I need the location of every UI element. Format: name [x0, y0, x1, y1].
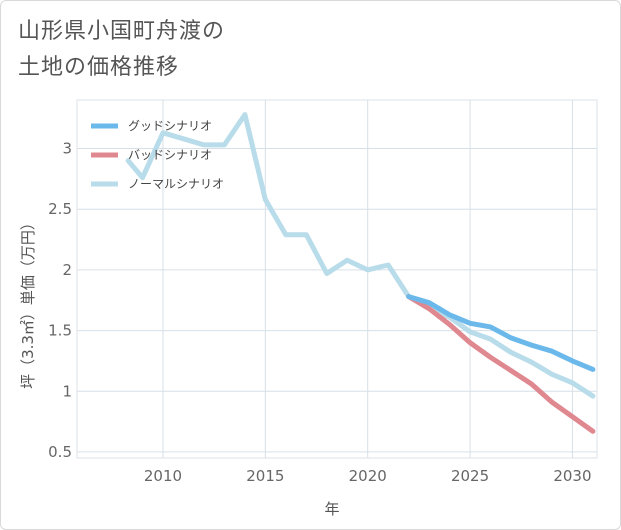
- x-tick-label: 2030: [553, 467, 591, 485]
- y-tick-label: 1: [62, 382, 72, 400]
- x-tick-label: 2010: [144, 467, 182, 485]
- series-line-1: [406, 294, 596, 372]
- y-tick-label: 2.5: [48, 200, 72, 218]
- series-line-2: [406, 294, 596, 434]
- grid: [76, 99, 598, 459]
- plot-area: [76, 99, 598, 459]
- x-axis-label: 年: [324, 500, 339, 518]
- legend-label: グッドシナリオ: [128, 119, 212, 133]
- chart-title-line-2: 土地の価格推移: [18, 55, 180, 80]
- y-tick-label: 3: [62, 140, 72, 158]
- x-tick-label: 2020: [349, 467, 387, 485]
- y-tick-label: 0.5: [48, 443, 72, 461]
- y-axis-label: 坪（3.3㎡）単価（万円）: [19, 215, 37, 389]
- chart-title: 山形県小国町舟渡の 土地の価格推移: [18, 14, 438, 86]
- x-tick-label: 2025: [451, 467, 489, 485]
- legend-label: ノーマルシナリオ: [128, 177, 224, 191]
- series-lines: [125, 112, 596, 434]
- y-tick-labels: 0.5 1 1.5 2 2.5 3: [48, 140, 72, 461]
- y-tick-label: 1.5: [48, 322, 72, 340]
- chart-title-line-1: 山形県小国町舟渡の: [18, 19, 226, 44]
- legend-label: バッドシナリオ: [128, 148, 212, 162]
- y-tick-label: 2: [62, 261, 72, 279]
- x-tick-label: 2015: [246, 467, 284, 485]
- x-tick-labels: 2010 2015 2020 2025 2030: [144, 467, 592, 485]
- series-line-3: [125, 112, 596, 399]
